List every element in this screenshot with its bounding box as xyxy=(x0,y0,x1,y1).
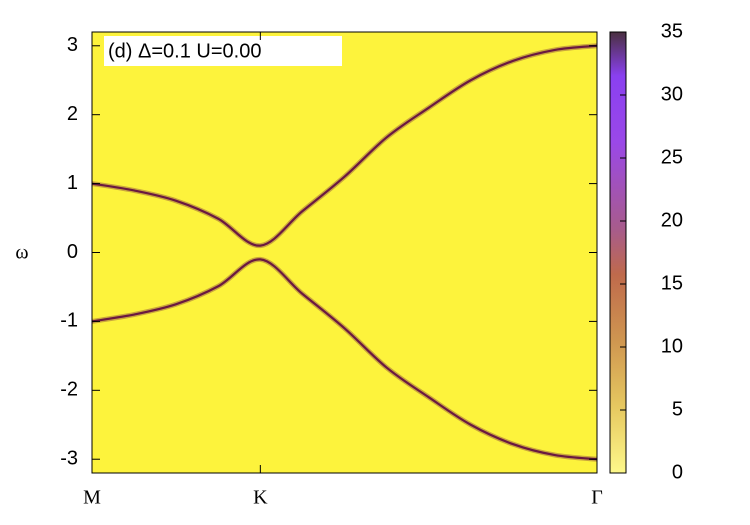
colorbar-tick-label: 15 xyxy=(661,272,683,294)
colorbar-tick-label: 25 xyxy=(661,146,683,168)
y-tick-label: 1 xyxy=(67,172,78,194)
colorbar-tick-label: 10 xyxy=(661,335,683,357)
colorbar-tick-label: 0 xyxy=(672,461,683,483)
y-tick-label: -3 xyxy=(60,448,78,470)
x-tick-label: M xyxy=(83,487,101,509)
band xyxy=(92,44,597,247)
band xyxy=(92,258,597,461)
y-axis-label: ω xyxy=(15,242,28,264)
colorbar xyxy=(609,31,627,474)
x-tick-label: Γ xyxy=(591,487,603,509)
y-tick-label: -2 xyxy=(60,379,78,401)
colorbar-tick-label: 30 xyxy=(661,83,683,105)
y-tick-label: 2 xyxy=(67,103,78,125)
colorbar-tick-label: 5 xyxy=(672,398,683,420)
y-tick-label: 3 xyxy=(67,34,78,56)
heatmap-background xyxy=(92,32,597,473)
x-tick-label: K xyxy=(253,487,268,509)
y-tick-label: 0 xyxy=(67,241,78,263)
y-tick-label: -1 xyxy=(60,310,78,332)
annotation: (d) Δ=0.1 U=0.00 xyxy=(108,40,261,62)
colorbar-tick-label: 35 xyxy=(661,20,683,42)
annotation-box xyxy=(104,36,342,66)
colorbar-tick-label: 20 xyxy=(661,209,683,231)
